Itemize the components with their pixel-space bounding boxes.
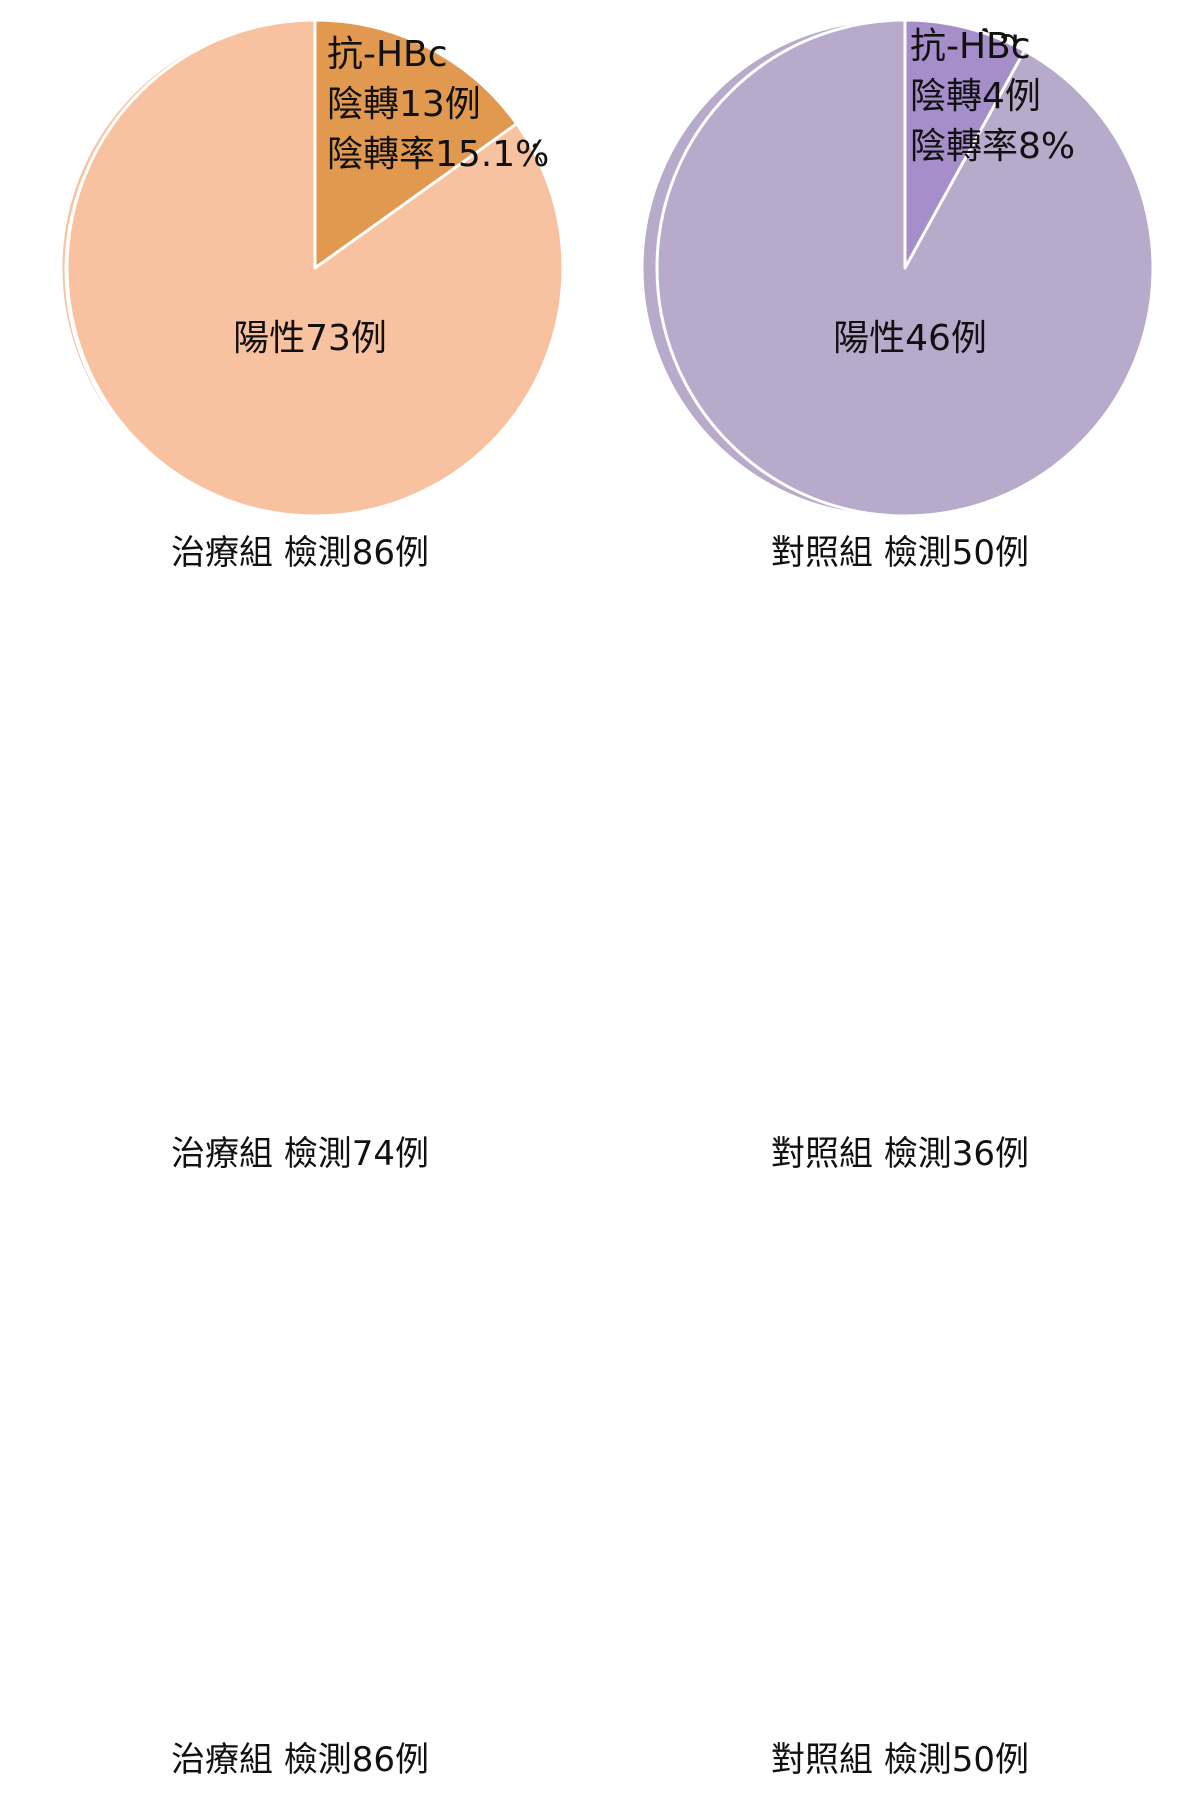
caption-treatment-hbeag: 治療組 檢測74例 (170, 1134, 430, 1174)
slice-label-negative-conversion: 陰轉率8% (910, 126, 1075, 167)
pie-chart-control-hbeag: HBeAg陰轉7例陰轉率19.4%陽性29例 (600, 18, 1200, 1200)
slice-label-negative-conversion: 抗-HBc (910, 26, 1031, 67)
slice-label-positive: 陽性73例 (233, 318, 387, 359)
caption-treatment-anti-hbc: 治療組 檢測86例 (170, 1740, 430, 1780)
pie-chart-treatment-hbeag: HBeAg陰轉38例陰轉率51.4%陽性36例 (0, 21, 600, 1200)
pie-svg: HBeAg陰轉7例陰轉率19.4%陽性29例 (640, 18, 1140, 518)
pie-svg: HBeAg陰轉38例陰轉率51.4%陽性36例 (64, 21, 562, 519)
slice-label-negative-conversion: 陰轉13例 (327, 84, 481, 125)
slice-label-positive: 陽性46例 (833, 318, 987, 359)
caption-control-anti-hbc: 對照組 檢測50例 (770, 1740, 1030, 1780)
caption-control-hbeag: 對照組 檢測36例 (770, 1134, 1030, 1174)
pie-chart-control-anti-hbc: 抗-HBc 陰轉4例陰轉率8% 陽性46例 (600, 18, 1200, 1800)
slice-label-negative-conversion: 陰轉4例 (910, 76, 1041, 117)
pie-slice-negative-conversion (903, 18, 1026, 270)
caption-treatment-hbsag: 治療組 檢測86例 (170, 533, 430, 573)
pie-slice-negative-conversion (313, 18, 519, 270)
slice-label-negative-conversion: 抗-HBc (327, 34, 448, 75)
pie-chart-treatment-anti-hbc: 抗-HBc 陰轉13例陰轉率15.1% 陽性73例 (0, 18, 600, 1800)
slice-label-negative-conversion: 陰轉率15.1% (327, 134, 549, 175)
caption-control-hbsag: 對照組 檢測50例 (770, 533, 1030, 573)
